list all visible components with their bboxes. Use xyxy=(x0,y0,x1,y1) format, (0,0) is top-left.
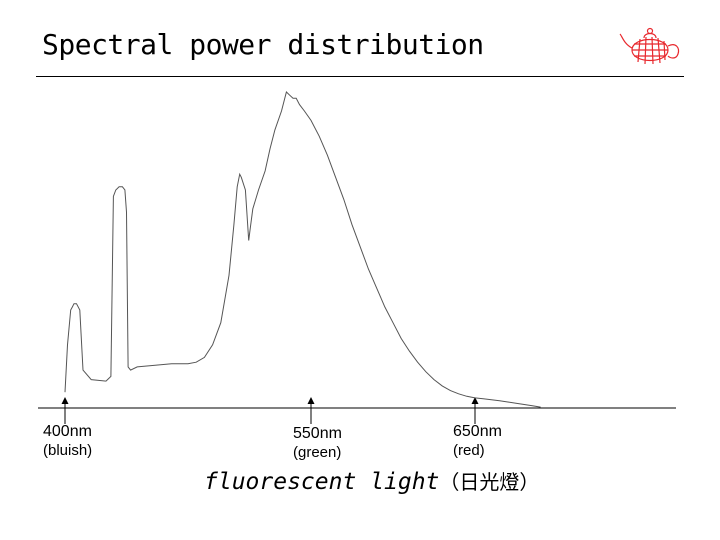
tick-color-name: (green) xyxy=(293,444,342,461)
tick-color-name: (bluish) xyxy=(43,442,93,459)
tick-wavelength: 400nm xyxy=(43,423,92,440)
caption-parenthetical: （日光燈） xyxy=(439,470,540,494)
tick-label-550: 550nm (green) xyxy=(293,424,342,463)
tick-arrow-400 xyxy=(61,397,69,424)
spectrum-line xyxy=(64,91,541,408)
tick-label-650: 650nm (red) xyxy=(453,422,502,461)
tick-wavelength: 550nm xyxy=(293,425,342,442)
slide-title: Spectral power distribution xyxy=(42,28,484,61)
tick-color-name: (red) xyxy=(453,442,485,459)
caption-main: fluorescent light xyxy=(204,469,440,495)
tick-wavelength: 650nm xyxy=(453,423,502,440)
tick-arrow-650 xyxy=(471,397,479,424)
title-divider xyxy=(36,76,684,77)
tick-arrow-550 xyxy=(307,397,315,424)
tick-label-400: 400nm (bluish) xyxy=(43,422,92,461)
chart-caption: fluorescent light（日光燈） xyxy=(204,466,539,495)
teapot-icon xyxy=(619,27,680,65)
